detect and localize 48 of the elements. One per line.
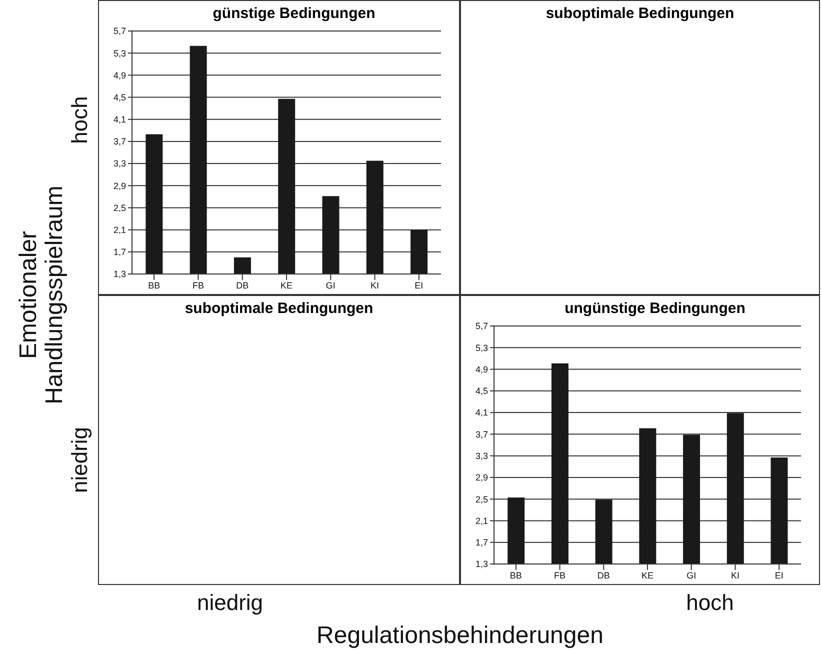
y-tick-label: 4,9 (113, 70, 126, 80)
y-tick-label: 2,1 (475, 516, 488, 526)
x-tick-label: EI (774, 570, 784, 580)
y-tick-label: 3,7 (113, 136, 126, 147)
y-tick-label: 4,9 (475, 364, 488, 374)
x-tick-label: BB (148, 280, 160, 290)
x-tick-label: FB (192, 280, 204, 290)
y-tick-label: 4,5 (113, 92, 126, 102)
x-tick-label: KI (730, 570, 740, 580)
y-tick-label: 3,7 (475, 429, 488, 440)
x-tick-label: KI (370, 280, 380, 290)
y-tick-label: 2,1 (113, 225, 126, 236)
x-tick-label: FB (554, 570, 566, 580)
y-tick-label: 4,1 (475, 408, 488, 418)
x-tick-label: BB (510, 570, 522, 580)
category-label: niedrig (196, 590, 264, 616)
x-tick-label: DB (236, 280, 249, 290)
text: suboptimale Bedingungen (544, 5, 736, 22)
x-tick-label: GI (326, 280, 336, 290)
x-tick-label: GI (686, 570, 696, 580)
y-tick-label: 4,1 (113, 114, 126, 125)
text: Emotionaler Handlungsspielraum (15, 184, 68, 406)
y-tick-label: 1,7 (113, 247, 126, 258)
y-tick-label: 1,7 (475, 538, 488, 548)
y-tick-label: 2,5 (475, 494, 488, 504)
x-tick-label: KE (280, 280, 293, 290)
y-tick-label: 1,3 (113, 269, 126, 280)
text: suboptimale Bedingungen (184, 300, 374, 317)
chart-title: ungünstige Bedingungen (564, 300, 746, 317)
y-tick-label: 5,7 (475, 321, 488, 332)
x-tick-label: EI (414, 280, 424, 290)
y-tick-label: 4,5 (475, 386, 488, 396)
y-tick-label: 5,3 (113, 48, 126, 58)
y-tick-label: 3,3 (475, 451, 488, 462)
y-tick-label: 3,3 (113, 158, 126, 169)
y-tick-label: 1,3 (475, 559, 488, 570)
category-label: hoch (686, 590, 734, 616)
x-tick-label: DB (597, 570, 610, 580)
category-label: hoch (67, 96, 92, 144)
y-tick-label: 2,5 (113, 202, 126, 213)
chart-title: günstige Bedingungen (212, 5, 376, 22)
y-tick-label: 5,3 (475, 342, 488, 353)
category-label: niedrig (67, 426, 92, 494)
y-tick-label: 5,7 (113, 26, 126, 36)
y-tick-label: 2,9 (475, 472, 488, 483)
text: Regulationsbehinderungen (316, 622, 604, 650)
y-tick-label: 2,9 (113, 180, 126, 191)
x-tick-label: KE (641, 570, 654, 580)
